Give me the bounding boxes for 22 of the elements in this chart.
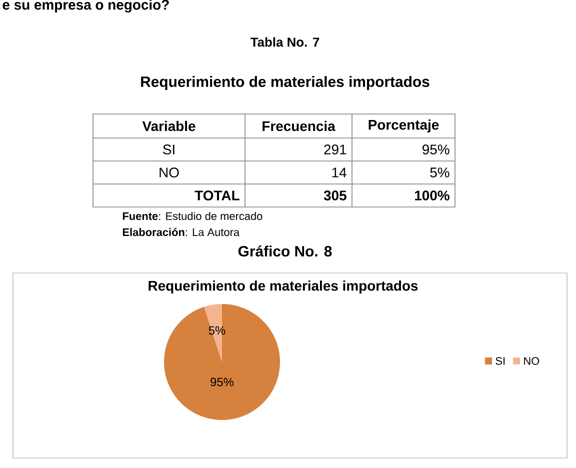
text: Frecuencia [262,120,336,132]
text: Elaboración: La Autora [122,228,240,236]
data-label: 95% [210,378,234,386]
text: Variable [142,120,196,132]
chart-title: Requerimiento de materiales importados [148,280,418,294]
data-label: 5% [208,326,226,335]
text: 305 [324,190,346,200]
text: Tabla No. 7 [250,37,320,47]
text: 14 [332,168,346,178]
text: 100% [415,190,450,200]
text: SI [163,144,174,154]
text: Requerimiento de materiales importados [141,76,430,90]
text: Gráfico No. 8 [238,245,332,257]
text: NO [160,168,179,178]
text: Porcentaje [368,119,439,132]
text: 95% [422,144,450,154]
text: Fuente: Estudio de mercado [122,212,262,220]
legend-label: SI [496,357,505,365]
text: TOTAL [194,190,240,200]
text: 5% [430,168,450,178]
legend-label: NO [524,357,540,365]
text: 291 [324,144,346,154]
